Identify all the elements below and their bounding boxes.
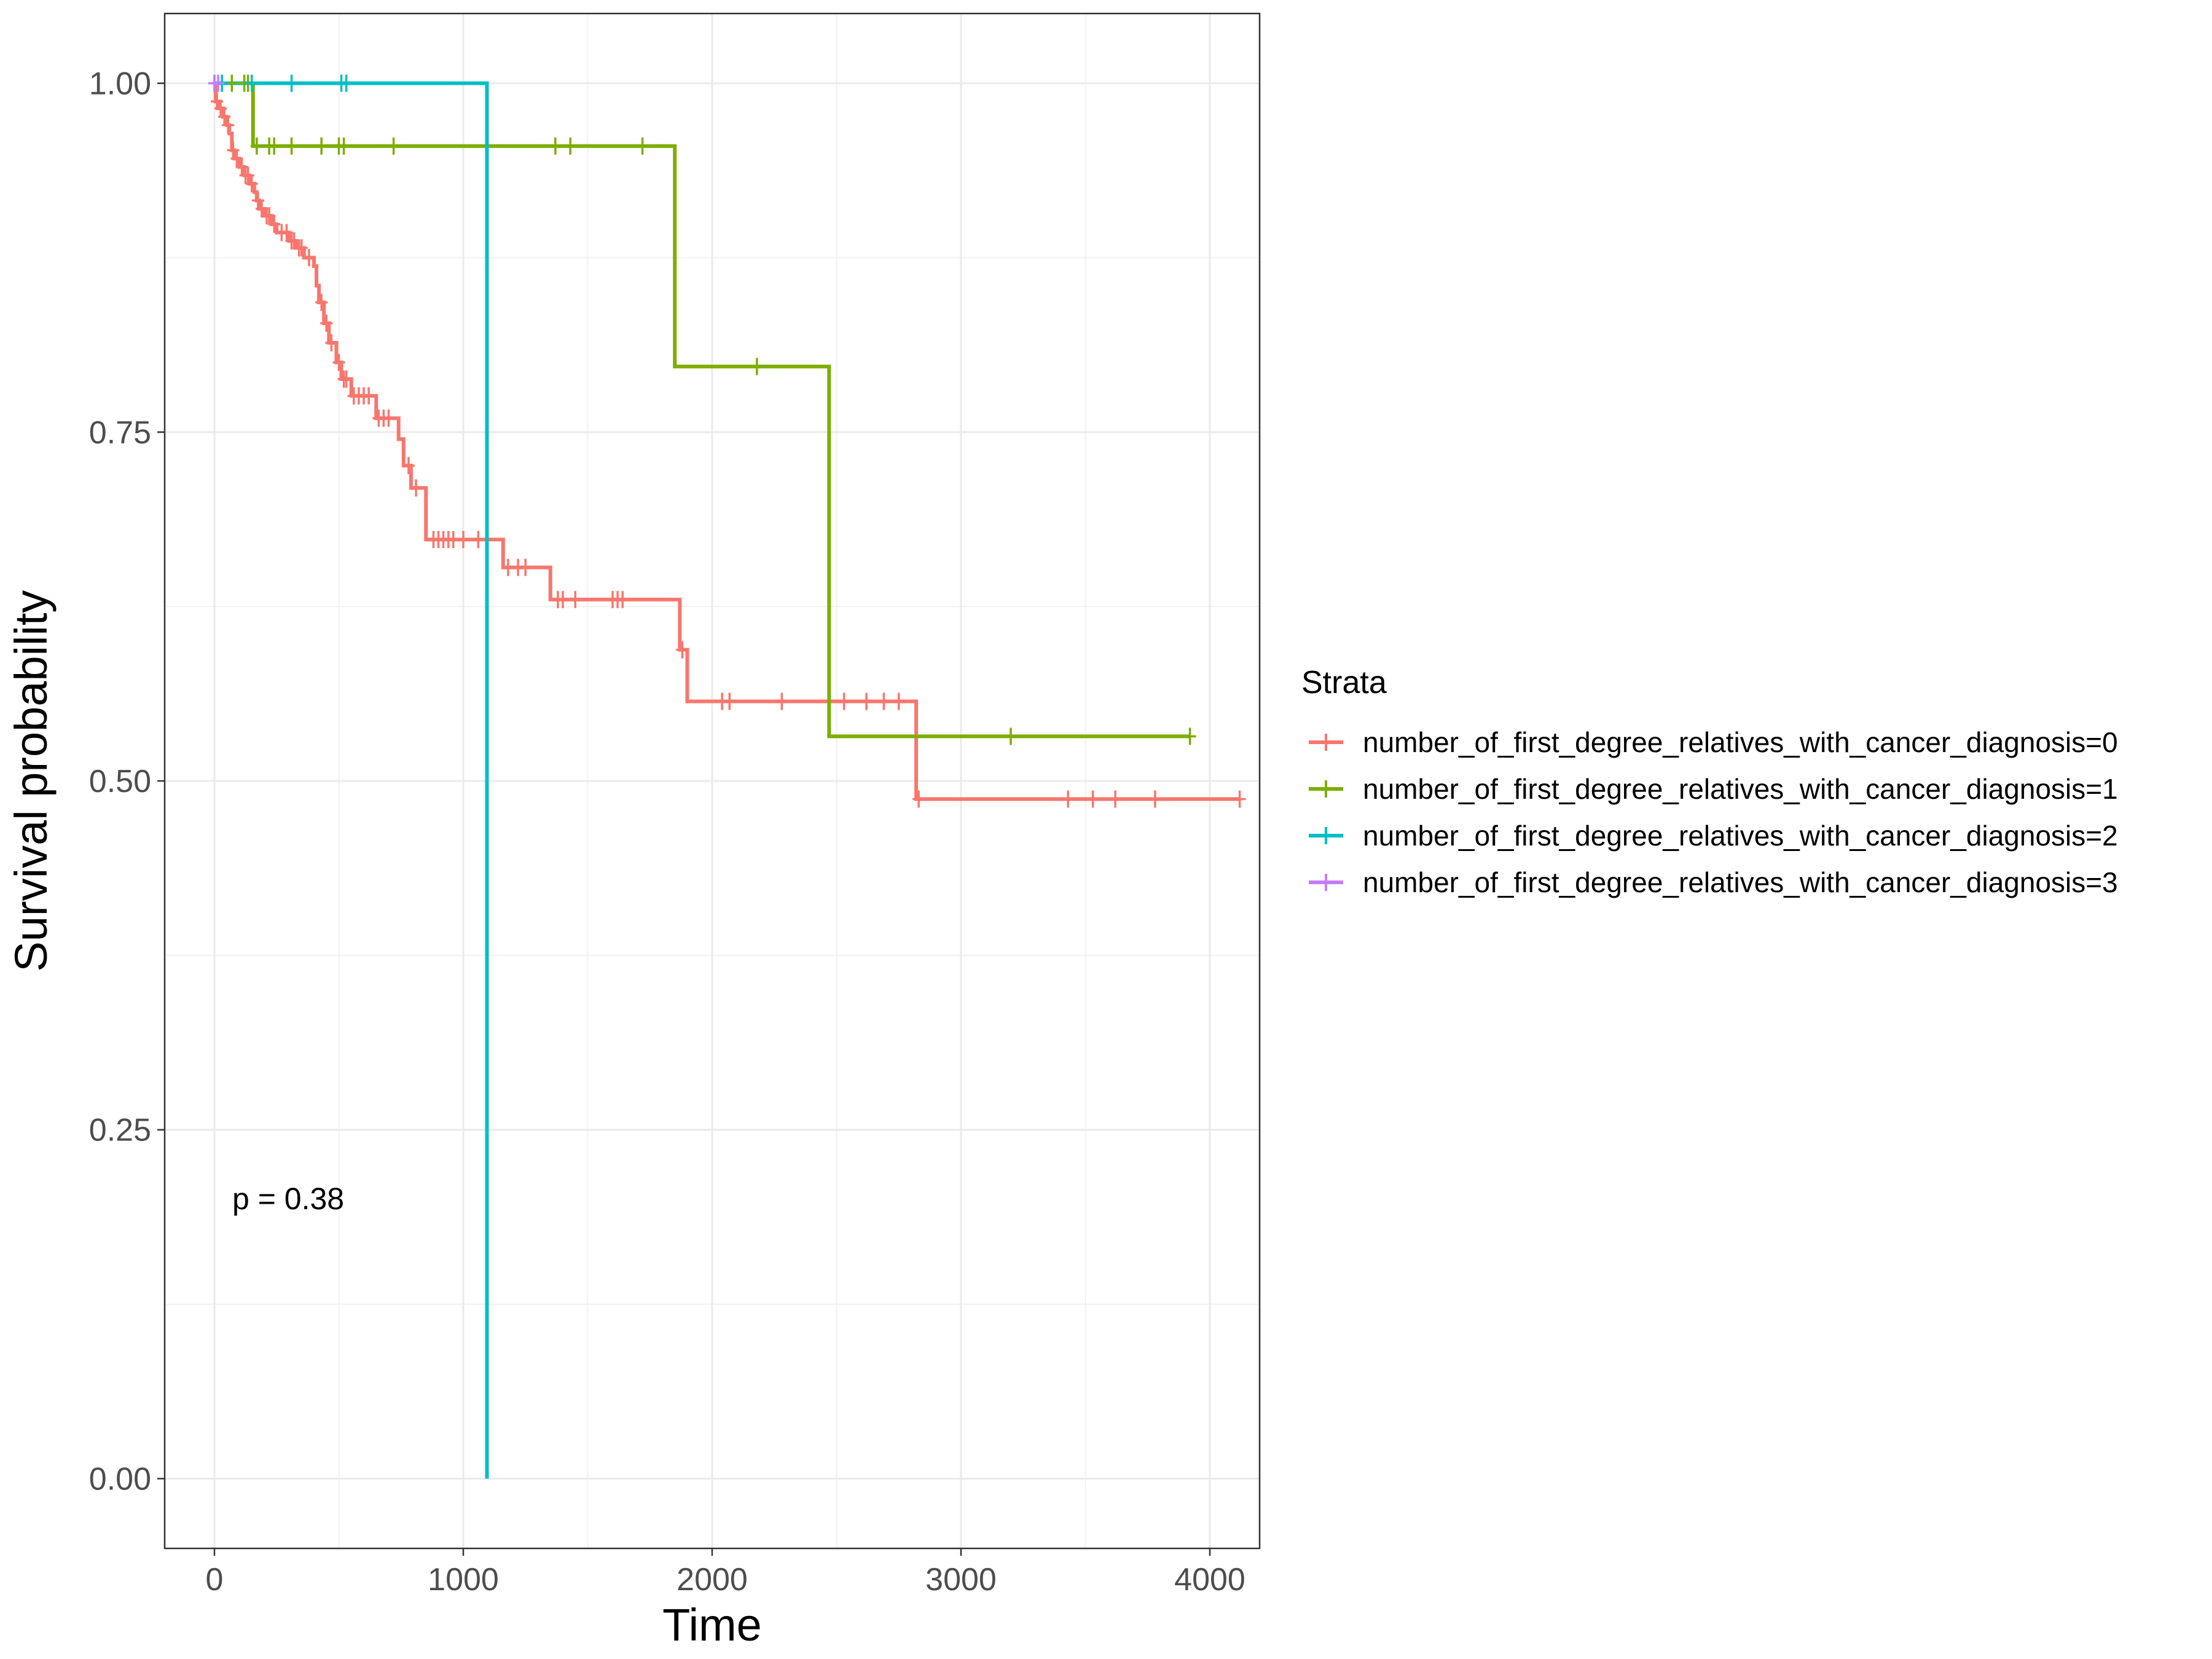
y-tick-label: 0.00 — [89, 1461, 151, 1497]
censor-mark-series-2 — [245, 74, 258, 92]
censor-mark-series-0 — [302, 249, 315, 267]
censor-mark-series-0 — [402, 457, 415, 474]
censor-mark-series-0 — [616, 590, 629, 608]
legend-label: number_of_first_degree_relatives_with_ca… — [1363, 773, 2118, 805]
censor-mark-series-0 — [245, 175, 258, 193]
km-curve-series-2 — [214, 81, 489, 1479]
censor-mark-series-1 — [285, 137, 298, 155]
censor-mark-series-0 — [676, 641, 689, 659]
censor-mark-series-0 — [268, 215, 281, 233]
x-tick-label: 1000 — [428, 1562, 499, 1598]
legend-label: number_of_first_degree_relatives_with_ca… — [1363, 820, 2118, 852]
censor-mark-series-0 — [410, 479, 423, 497]
censor-mark-series-0 — [837, 692, 850, 710]
censor-mark-series-0 — [1233, 790, 1246, 808]
x-tick-label: 2000 — [677, 1562, 748, 1598]
grid-layer — [165, 14, 1260, 1548]
censor-mark-series-1 — [1183, 728, 1196, 745]
censor-mark-series-0 — [519, 559, 532, 576]
censor-mark-series-0 — [892, 692, 905, 710]
legend-label: number_of_first_degree_relatives_with_ca… — [1363, 866, 2118, 898]
censor-mark-series-0 — [457, 531, 469, 549]
censor-mark-series-0 — [723, 692, 736, 710]
censor-mark-series-0 — [1062, 790, 1075, 808]
legend-title: Strata — [1301, 665, 1387, 700]
axis-ticks-layer: 0.00 0.25 0.50 0.75 1.00 0 1000 2000 3000 4000 — [89, 66, 1245, 1598]
censor-mark-series-0 — [1148, 790, 1161, 808]
x-tick-label: 4000 — [1174, 1562, 1245, 1598]
x-tick-label: 3000 — [925, 1562, 997, 1598]
legend-label: number_of_first_degree_relatives_with_ca… — [1363, 726, 2118, 758]
censor-mark-series-0 — [363, 387, 375, 405]
censor-mark-series-0 — [325, 334, 338, 351]
censor-mark-series-1 — [315, 137, 328, 155]
censor-mark-series-1 — [564, 137, 577, 155]
censor-mark-series-1 — [250, 137, 263, 155]
legend-items: number_of_first_degree_relatives_with_ca… — [1309, 726, 2118, 898]
censor-mark-series-1 — [268, 137, 281, 155]
x-tick-label: 0 — [206, 1562, 224, 1598]
censor-mark-series-0 — [860, 692, 873, 710]
legend: Strata number_of_first_degree_relatives_… — [1301, 665, 2118, 898]
censor-mark-series-0 — [1109, 790, 1122, 808]
censor-mark-series-0 — [222, 116, 235, 134]
censor-mark-series-1 — [387, 137, 400, 155]
y-tick-label: 0.25 — [89, 1113, 151, 1148]
censor-mark-series-2 — [285, 74, 298, 92]
p-value-annotation: p = 0.38 — [232, 1182, 344, 1216]
censor-mark-series-1 — [1005, 728, 1017, 745]
censor-mark-series-0 — [569, 590, 582, 608]
x-axis-title: Time — [662, 1599, 762, 1650]
censor-mark-series-0 — [472, 531, 485, 549]
censor-mark-series-1 — [750, 358, 763, 375]
censor-mark-series-0 — [382, 409, 395, 427]
censor-mark-series-1 — [636, 137, 649, 155]
y-axis-title: Survival probability — [6, 590, 57, 971]
y-tick-label: 1.00 — [89, 66, 151, 102]
censor-mark-series-0 — [320, 315, 333, 332]
censor-mark-series-0 — [912, 790, 925, 808]
y-tick-label: 0.50 — [89, 764, 151, 799]
censor-mark-series-1 — [549, 137, 562, 155]
censor-layer — [208, 74, 1246, 808]
censor-mark-series-0 — [1086, 790, 1099, 808]
censor-mark-series-0 — [315, 294, 328, 312]
censor-mark-series-1 — [337, 137, 350, 155]
censor-mark-series-0 — [775, 692, 788, 710]
censor-mark-series-3 — [212, 74, 225, 92]
km-curve-series-1 — [214, 81, 1190, 739]
censor-mark-series-2 — [340, 74, 353, 92]
censor-mark-series-0 — [557, 590, 569, 608]
censor-mark-series-0 — [295, 239, 308, 257]
y-tick-label: 0.75 — [89, 415, 151, 450]
censor-mark-series-0 — [332, 353, 345, 371]
censor-mark-series-0 — [340, 370, 353, 388]
censor-mark-series-0 — [877, 692, 890, 710]
